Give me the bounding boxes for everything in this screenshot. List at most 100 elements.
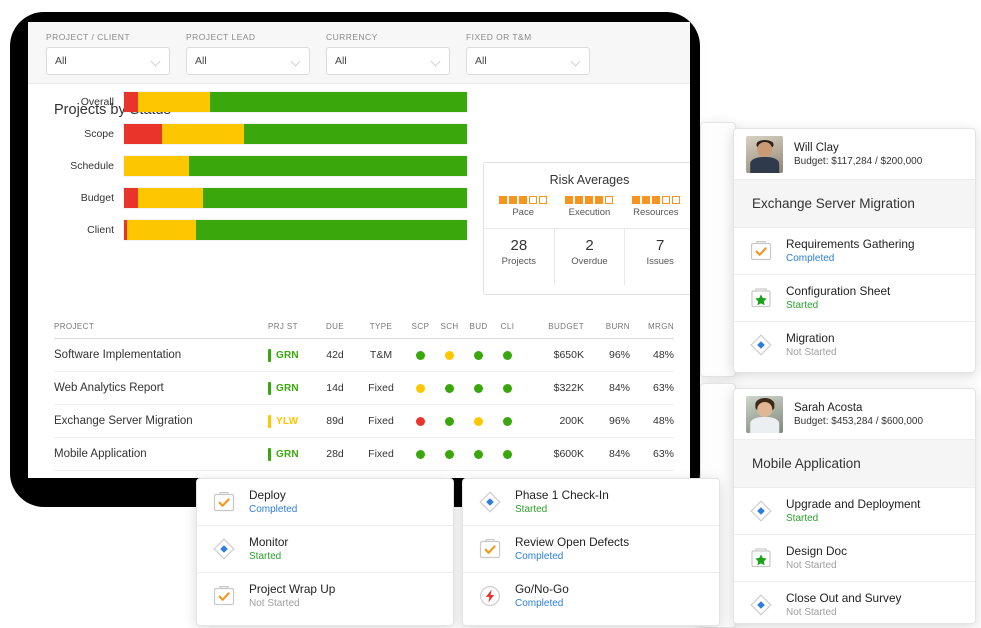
filter-select-fixed-or-tm[interactable]: All [466, 47, 590, 75]
cell-bud [464, 350, 493, 360]
filter-select-currency[interactable]: All [326, 47, 450, 75]
task-name: Requirements Gathering [786, 236, 915, 251]
task-item[interactable]: Review Open Defects Completed [463, 526, 719, 573]
clipboard-check-icon [750, 241, 772, 261]
bar-row: Schedule [54, 154, 467, 177]
user-name: Sarah Acosta [794, 401, 863, 414]
task-item[interactable]: Monitor Started [197, 526, 453, 573]
col-sch: SCH [440, 321, 459, 331]
user-budget: Budget: $117,284 / $200,000 [794, 155, 923, 167]
bar-segment-green [202, 187, 467, 208]
risk-pip [575, 196, 584, 204]
diamond-icon [211, 536, 237, 562]
filter-currency: CURRENCY All [326, 32, 450, 83]
task-card-sarah-acosta[interactable]: Sarah Acosta Budget: $453,284 / $600,000 M… [733, 388, 976, 624]
cell-budget: 200K [559, 415, 584, 427]
filter-label: CURRENCY [326, 32, 378, 42]
document-star-icon [751, 288, 771, 308]
status-dot-yellow [416, 383, 425, 393]
task-item[interactable]: Requirements Gathering Completed [734, 228, 975, 275]
projects-by-status-chart: Overall Scope Schedule Budget Client [54, 90, 467, 250]
cell-type: Fixed [368, 415, 394, 427]
task-item[interactable]: Deploy Completed [197, 479, 453, 526]
status-dot-green [445, 383, 454, 393]
document-star-icon [748, 545, 774, 571]
avatar [746, 395, 783, 433]
table-row[interactable]: Data Center MigrationGRN60dT&M$144K96%48… [54, 471, 674, 478]
cell-due: 42d [326, 349, 344, 361]
cell-due: 14d [326, 382, 344, 394]
bar-segment-red [124, 187, 138, 208]
status-bar [268, 381, 271, 395]
col-burn: BURN [605, 321, 630, 331]
col-scp: SCP [411, 321, 430, 331]
risk-stat-value: 28 [510, 237, 528, 254]
bar-segment-yellow [124, 155, 190, 176]
clipboard-check-icon [211, 583, 237, 609]
bar-row: Client [54, 218, 467, 241]
cell-type: T&M [369, 349, 393, 361]
status-badge: YLW [276, 415, 299, 427]
task-card-bottom-middle[interactable]: Phase 1 Check-In Started Review Open Defec… [462, 478, 720, 626]
risk-stat: 2 Overdue [553, 229, 625, 285]
risk-stat-value: 2 [585, 237, 594, 254]
task-item[interactable]: Migration Not Started [734, 322, 975, 368]
status-bar [268, 414, 271, 428]
task-item[interactable]: Go/No-Go Completed [463, 573, 719, 619]
bar-segment-green [196, 219, 467, 240]
cell-budget: $322K [553, 382, 584, 394]
col-cli: CLI [500, 321, 515, 331]
filter-select-project-lead[interactable]: All [186, 47, 310, 75]
filter-bar: PROJECT / CLIENT All PROJECT LEAD All CU… [28, 22, 690, 84]
task-item[interactable]: Project Wrap Up Not Started [197, 573, 453, 619]
task-item[interactable]: Phase 1 Check-In Started [463, 479, 719, 526]
table-row[interactable]: Exchange Server Migration YLW 89d Fixed 200K… [54, 405, 674, 438]
filter-value: All [55, 55, 67, 67]
chevron-down-icon [292, 57, 301, 66]
diamond-icon [213, 538, 235, 560]
task-item[interactable]: Close Out and Survey Not Started [734, 582, 975, 623]
table-row[interactable]: Mobile Application GRN 28d Fixed $600K 84% 63% [54, 438, 674, 471]
task-card-bottom-left[interactable]: Deploy Completed Monitor Started Project Wra… [196, 478, 454, 626]
table-row[interactable]: Software Implementation GRN 42d T&M $650K 96%… [54, 339, 674, 372]
risk-meter-label: Resources [633, 207, 679, 218]
cell-mrgn: 63% [652, 382, 674, 394]
cell-prj-status: GRN [268, 348, 314, 362]
task-item[interactable]: Upgrade and Deployment Started [734, 488, 975, 535]
risk-pips [557, 196, 621, 204]
cell-cli [493, 449, 522, 459]
task-status: Not Started [786, 559, 837, 571]
risk-pip [631, 196, 640, 204]
card-user-header: Will Clay Budget: $117,284 / $200,000 [734, 129, 975, 180]
table-row[interactable]: Web Analytics Report GRN 14d Fixed $322K 84% 6… [54, 372, 674, 405]
cell-scp [406, 416, 435, 426]
status-dot-yellow [474, 416, 483, 426]
task-status: Started [249, 550, 282, 562]
bar-row: Overall [54, 90, 467, 113]
bar-segment-yellow [161, 123, 245, 144]
chevron-down-icon [152, 57, 161, 66]
filter-select-project-client[interactable]: All [46, 47, 170, 75]
task-status: Not Started [249, 597, 300, 609]
cell-burn: 96% [608, 349, 630, 361]
cell-project: Exchange Server Migration [54, 415, 193, 427]
task-item[interactable]: Design Doc Not Started [734, 535, 975, 582]
diamond-icon [750, 594, 772, 616]
status-dot-green [474, 449, 483, 459]
risk-pip [539, 196, 548, 204]
risk-pip [605, 196, 614, 204]
risk-pip [671, 196, 680, 204]
cell-prj-status: GRN [268, 447, 314, 461]
cell-cli [493, 383, 522, 393]
cell-sch [435, 416, 464, 426]
cell-budget: $600K [553, 448, 584, 460]
cell-bud [464, 449, 493, 459]
bar-track [124, 219, 467, 240]
task-card-will-clay[interactable]: Will Clay Budget: $117,284 / $200,000 Exch… [733, 128, 976, 373]
bar-category-label: Overall [80, 95, 114, 108]
bar-track [124, 155, 467, 176]
bar-track [124, 123, 467, 144]
filter-label: FIXED OR T&M [466, 32, 532, 42]
user-name: Will Clay [794, 141, 839, 154]
task-item[interactable]: Configuration Sheet Started [734, 275, 975, 322]
